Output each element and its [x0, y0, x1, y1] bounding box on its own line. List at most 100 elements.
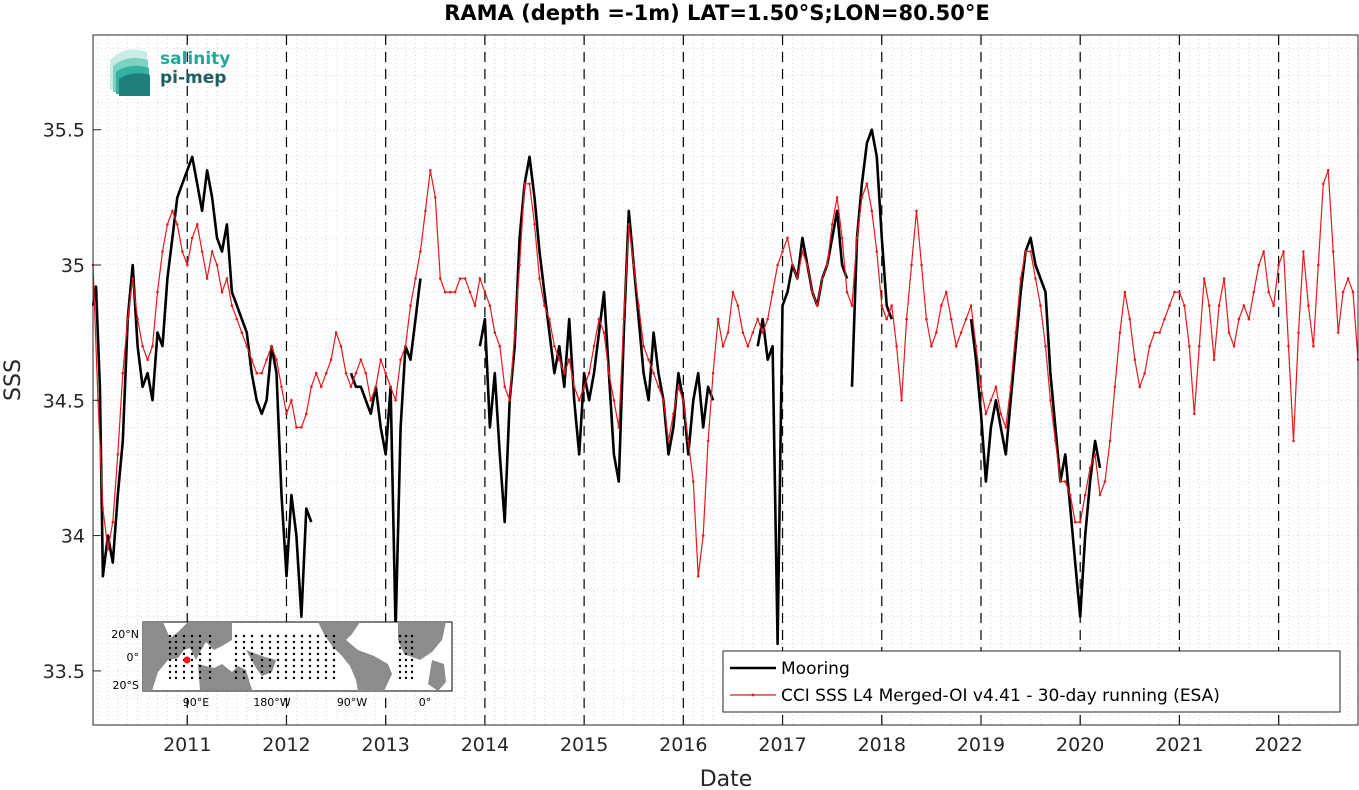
- inset-mooring-dot: [242, 652, 246, 656]
- cci-series-point: [255, 371, 258, 375]
- cci-series-point: [344, 371, 348, 375]
- cci-series-point: [746, 344, 750, 348]
- x-tick-label-2016: 2016: [659, 734, 707, 756]
- cci-series-point: [538, 277, 541, 280]
- axis-ticks: [93, 129, 1280, 725]
- x-tick-label-2017: 2017: [758, 734, 806, 756]
- cci-series-point: [860, 196, 864, 199]
- cci-series-point: [101, 507, 105, 510]
- cci-series-point: [677, 385, 680, 389]
- cci-series-point: [305, 412, 308, 416]
- cci-series-point: [200, 250, 204, 253]
- cci-series-point: [131, 277, 134, 280]
- cci-series-point: [1212, 358, 1216, 362]
- cci-series-point: [592, 344, 596, 348]
- inset-mooring-dot: [174, 640, 178, 644]
- inset-mooring-dot: [168, 658, 172, 662]
- salinity-pimep-logo: salinity pi-mep: [110, 49, 230, 96]
- cci-series-point: [369, 399, 373, 402]
- cci-series-point: [850, 304, 854, 307]
- inset-mooring-dot: [168, 646, 172, 650]
- cci-series-point: [632, 263, 635, 267]
- cci-series-point: [210, 250, 214, 253]
- cci-series-point: [419, 250, 422, 253]
- cci-series-point: [870, 209, 874, 213]
- cci-series-point: [176, 223, 179, 226]
- cci-series-point: [954, 344, 958, 348]
- inset-mooring-dot: [234, 652, 238, 656]
- inset-mooring-dot: [324, 676, 328, 680]
- cci-series-point: [816, 304, 819, 307]
- cci-series-point: [414, 277, 417, 280]
- inset-map-landmasses: [143, 622, 446, 691]
- cci-series-point: [949, 317, 953, 321]
- cci-series-point: [493, 331, 497, 334]
- cci-series-point: [329, 358, 333, 362]
- inset-mooring-dot: [268, 676, 272, 680]
- cci-series-point: [116, 453, 120, 456]
- inset-mooring-dot: [404, 664, 408, 668]
- cci-series-point: [1307, 304, 1310, 307]
- cci-series-point: [820, 277, 824, 280]
- inset-mooring-dot: [190, 646, 194, 650]
- inset-mooring-dot: [410, 646, 414, 650]
- cci-series-point: [443, 290, 447, 294]
- cci-series-point: [925, 317, 928, 321]
- cci-series-point: [1019, 277, 1022, 280]
- cci-series-point: [151, 344, 154, 348]
- inset-mooring-dot: [292, 634, 296, 638]
- inset-mooring-dot: [300, 634, 304, 638]
- inset-mooring-dot: [190, 658, 194, 662]
- inset-mooring-dot: [174, 670, 178, 674]
- inset-mooring-dot: [308, 664, 312, 668]
- cci-series-point: [1193, 412, 1196, 416]
- logo-wave-icon: [110, 49, 150, 96]
- cci-series-point: [270, 344, 273, 348]
- cci-series-point: [741, 331, 745, 334]
- inset-mooring-dot: [190, 640, 194, 644]
- inset-mooring-dot: [404, 676, 408, 680]
- inset-mooring-dot: [268, 652, 272, 656]
- cci-series-point: [989, 399, 993, 402]
- inset-mooring-dot: [284, 664, 288, 668]
- inset-mooring-dot: [174, 658, 178, 662]
- cci-series-point: [716, 317, 720, 321]
- inset-mooring-dot: [284, 652, 288, 656]
- cci-series-point: [498, 344, 502, 348]
- cci-series-point: [756, 317, 759, 321]
- cci-series-point: [895, 344, 898, 348]
- cci-series-point: [166, 223, 169, 226]
- cci-series-point: [696, 574, 700, 578]
- cci-series-point: [384, 371, 388, 375]
- cci-series-point: [513, 331, 516, 334]
- cci-series-point: [880, 304, 884, 307]
- y-tick-label-35.5: 35.5: [43, 120, 85, 142]
- cci-series-point: [657, 385, 660, 389]
- cci-series-point: [1069, 493, 1072, 497]
- cci-series-point: [503, 385, 507, 389]
- inset-mooring-dots: [168, 634, 414, 680]
- inset-mooring-dot: [182, 670, 186, 674]
- chart-title: RAMA (depth =-1m) LAT=1.50°S;LON=80.50°E: [444, 1, 990, 25]
- cci-series-point: [597, 317, 601, 321]
- inset-mooring-dot: [234, 646, 238, 650]
- cci-series-point: [835, 196, 839, 199]
- cci-series-point: [478, 277, 482, 280]
- inset-mooring-dot: [250, 676, 254, 680]
- cci-series-point: [920, 263, 923, 267]
- inset-mooring-dot: [300, 670, 304, 674]
- inset-mooring-dot: [250, 640, 254, 644]
- cci-series-point: [1267, 290, 1270, 294]
- cci-series-point: [1059, 480, 1062, 483]
- inset-mooring-dot: [300, 676, 304, 680]
- cci-series-point: [1232, 344, 1236, 348]
- inset-mooring-dot: [410, 634, 414, 638]
- cci-series-point: [290, 399, 293, 402]
- x-tick-label-2012: 2012: [262, 734, 310, 756]
- cci-series-point: [1138, 385, 1141, 389]
- cci-series-point: [682, 399, 685, 402]
- cci-series-point: [508, 399, 512, 402]
- cci-series-point: [533, 223, 536, 226]
- cci-series-point: [483, 290, 487, 294]
- inset-mooring-dot: [242, 634, 246, 638]
